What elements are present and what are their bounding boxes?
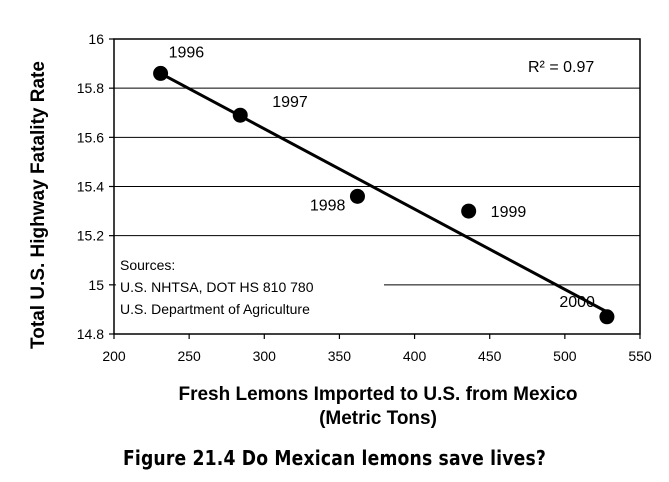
data-point-1996 — [153, 65, 169, 81]
r-squared-label: R² = 0.97 — [528, 59, 594, 76]
x-tick-label: 450 — [478, 348, 502, 364]
y-tick-label: 15.4 — [77, 179, 104, 195]
x-tick-label: 200 — [102, 348, 126, 364]
y-axis-label: Total U.S. Highway Fatality Rate — [28, 61, 49, 349]
y-tick-label: 16 — [88, 31, 104, 47]
data-points: 1996 1997 1998 1999 2000 — [153, 44, 615, 325]
x-axis-label-line-1: Fresh Lemons Imported to U.S. from Mexic… — [178, 384, 577, 405]
data-point-1997 — [232, 107, 248, 123]
data-point-2000 — [599, 309, 615, 325]
data-label-1997: 1997 — [272, 94, 308, 111]
grid-lines — [114, 87, 640, 286]
x-tick-label: 550 — [628, 348, 652, 364]
data-label-1998: 1998 — [310, 197, 346, 214]
y-tick-label: 15.2 — [77, 228, 104, 244]
sources-line-1: U.S. NHTSA, DOT HS 810 780 — [120, 279, 314, 295]
x-tick-label: 300 — [253, 348, 277, 364]
x-tick-label: 250 — [177, 348, 201, 364]
y-tick-label: 14.8 — [77, 326, 104, 342]
x-axis-label-line-2: (Metric Tons) — [319, 408, 437, 429]
data-label-1996: 1996 — [169, 44, 205, 61]
figure-caption: Figure 21.4 Do Mexican lemons save lives… — [122, 446, 547, 470]
y-tick-label: 15 — [88, 277, 104, 293]
y-tick-label: 15.8 — [77, 80, 104, 96]
x-axis-ticks: 200 250 300 350 400 450 500 550 — [102, 334, 652, 364]
y-axis-ticks: 14.8 15 15.2 15.4 15.6 15.8 16 — [77, 31, 114, 342]
data-label-1999: 1999 — [491, 204, 527, 221]
sources-line-2: U.S. Department of Agriculture — [120, 301, 310, 317]
sources-title: Sources: — [120, 257, 175, 273]
x-tick-label: 500 — [553, 348, 577, 364]
x-tick-label: 350 — [328, 348, 352, 364]
data-label-2000: 2000 — [559, 294, 595, 311]
x-tick-label: 400 — [403, 348, 427, 364]
sources-box — [116, 252, 384, 332]
y-tick-label: 15.6 — [77, 129, 104, 145]
scatter-chart: 14.8 15 15.2 15.4 15.6 15.8 16 200 250 300 350 400… — [28, 31, 652, 429]
data-point-1999 — [461, 203, 477, 219]
data-point-1998 — [349, 188, 365, 204]
